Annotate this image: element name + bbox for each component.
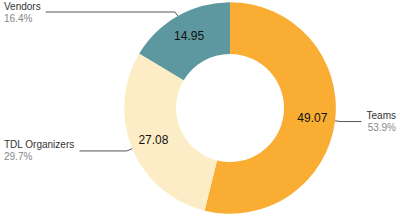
svg-text:16.4%: 16.4% (4, 13, 32, 24)
svg-text:49.07: 49.07 (297, 111, 327, 125)
svg-text:29.7%: 29.7% (4, 151, 32, 162)
svg-text:Vendors: Vendors (4, 1, 41, 12)
svg-text:53.9%: 53.9% (368, 122, 396, 133)
svg-text:Teams: Teams (367, 110, 396, 121)
svg-text:27.08: 27.08 (138, 133, 168, 147)
svg-text:TDL Organizers: TDL Organizers (4, 139, 74, 150)
svg-text:14.95: 14.95 (174, 29, 204, 43)
